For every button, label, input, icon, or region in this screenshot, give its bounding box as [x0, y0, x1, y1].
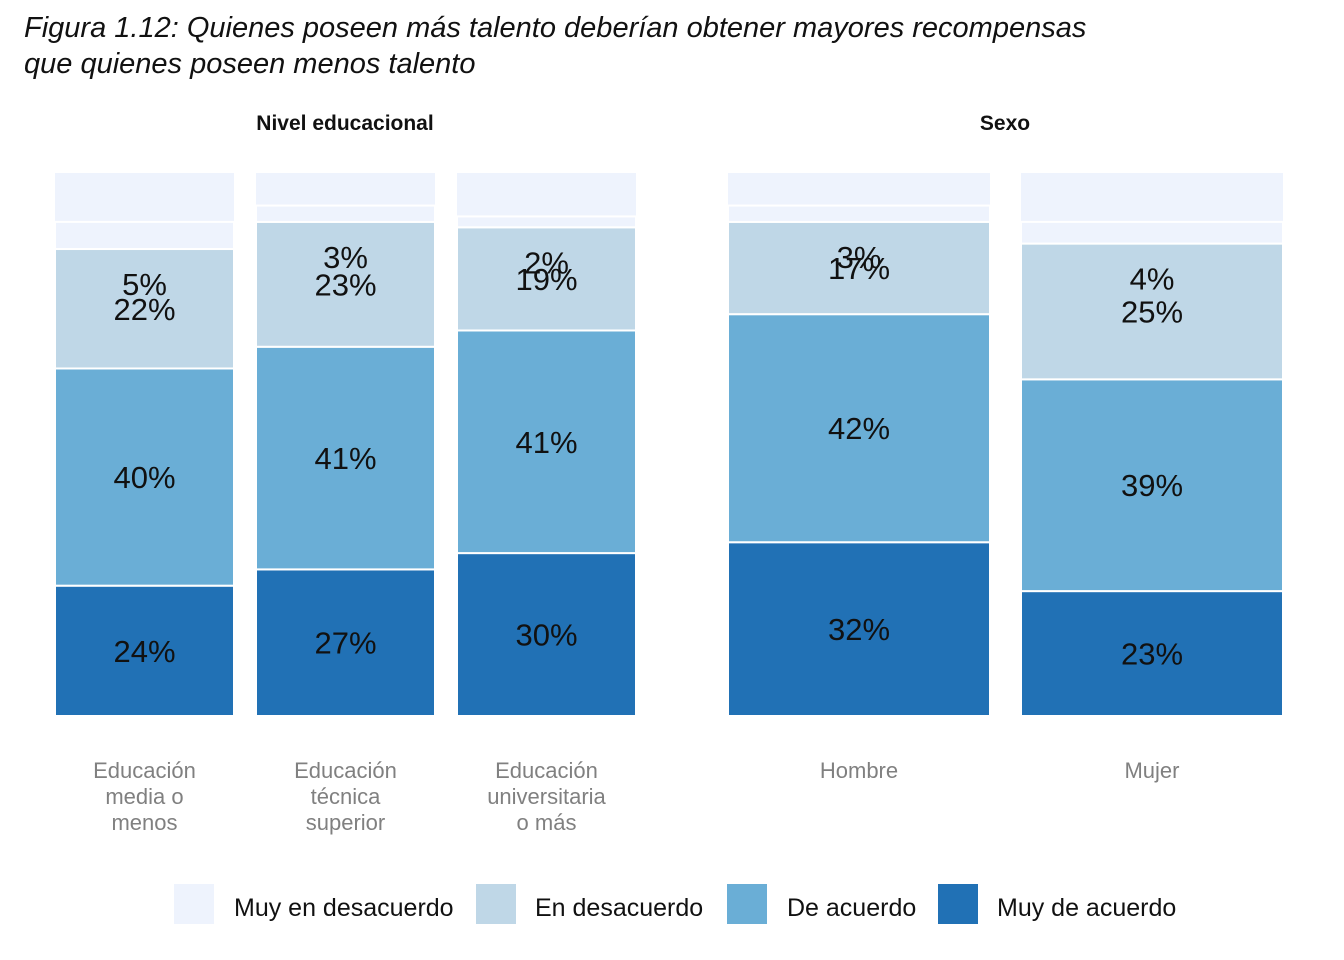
- legend-label: De acuerdo: [787, 894, 916, 922]
- legend-swatch: [938, 884, 978, 924]
- bar-segment-en-desacuerdo: [54, 248, 235, 370]
- bar-segment-muy-de-acuerdo: [727, 541, 991, 717]
- bar-segment-muy-de-acuerdo: [1020, 590, 1284, 717]
- data-label: 5%: [122, 267, 167, 302]
- data-label: 3%: [837, 240, 882, 275]
- bar-segment-muy-de-acuerdo: [255, 568, 436, 718]
- data-label: 4%: [1130, 262, 1175, 297]
- legend-swatch: [174, 884, 214, 924]
- chart-title-line-2: que quienes poseen menos talento: [24, 48, 476, 80]
- bar-segment-en-desacuerdo: [456, 226, 637, 332]
- data-label: 24%: [113, 634, 175, 669]
- panel-title: Nivel educacional: [256, 112, 433, 135]
- data-label: 27%: [314, 626, 376, 661]
- bar-segment-muy-en-desacuerdo: [54, 220, 235, 251]
- category-label: o más: [517, 810, 577, 835]
- bar-segment-en-desacuerdo: [1020, 242, 1284, 381]
- legend-label: En desacuerdo: [535, 894, 703, 922]
- legend-swatch: [727, 884, 767, 924]
- chart-title-line-1: Figura 1.12: Quienes poseen más talento …: [24, 12, 1087, 44]
- bar-segment-de-acuerdo: [727, 313, 991, 544]
- data-label: 17%: [828, 251, 890, 286]
- category-label: Educación: [495, 758, 598, 783]
- bar-segment-de-acuerdo: [255, 345, 436, 571]
- category-label: técnica: [311, 784, 381, 809]
- category-label: Mujer: [1124, 758, 1179, 783]
- bar-segment-de-acuerdo: [54, 367, 235, 587]
- legend-swatch: [476, 884, 516, 924]
- bar-segment-muy-en-desacuerdo: [727, 204, 991, 223]
- data-label: 25%: [1121, 294, 1183, 329]
- legend-label: Muy de acuerdo: [997, 894, 1176, 922]
- data-label: 23%: [314, 267, 376, 302]
- data-label: 3%: [323, 240, 368, 275]
- bar-segment-muy-de-acuerdo: [456, 552, 637, 717]
- data-label: 41%: [314, 441, 376, 476]
- data-label: 42%: [828, 411, 890, 446]
- legend-label: Muy en desacuerdo: [234, 894, 454, 922]
- bar-segment-en-desacuerdo: [255, 220, 436, 348]
- data-label: 19%: [515, 262, 577, 297]
- category-label: menos: [111, 810, 177, 835]
- panel-title: Sexo: [980, 112, 1030, 135]
- data-label: 39%: [1121, 468, 1183, 503]
- chart-title: Figura 1.12: Quienes poseen más talento …: [24, 10, 1324, 82]
- category-label: Hombre: [820, 758, 898, 783]
- category-label: universitaria: [487, 784, 606, 809]
- bar-segment-de-acuerdo: [456, 329, 637, 555]
- data-label: 22%: [113, 292, 175, 327]
- category-label: Educación: [93, 758, 196, 783]
- bar-segment-muy-en-desacuerdo: [255, 204, 436, 223]
- data-label: 41%: [515, 425, 577, 460]
- bar-segment-en-desacuerdo: [727, 220, 991, 316]
- data-label: 30%: [515, 618, 577, 653]
- bar-segment-de-acuerdo: [1020, 378, 1284, 593]
- bar-segment-muy-en-desacuerdo: [1020, 220, 1284, 245]
- category-label: media o: [105, 784, 183, 809]
- bar-segment-muy-en-desacuerdo: [456, 215, 637, 229]
- data-label: 23%: [1121, 637, 1183, 672]
- data-label: 2%: [524, 245, 569, 280]
- bar-segment-muy-de-acuerdo: [54, 584, 235, 717]
- data-label: 32%: [828, 612, 890, 647]
- data-label: 40%: [113, 460, 175, 495]
- category-label: superior: [306, 810, 385, 835]
- category-label: Educación: [294, 758, 397, 783]
